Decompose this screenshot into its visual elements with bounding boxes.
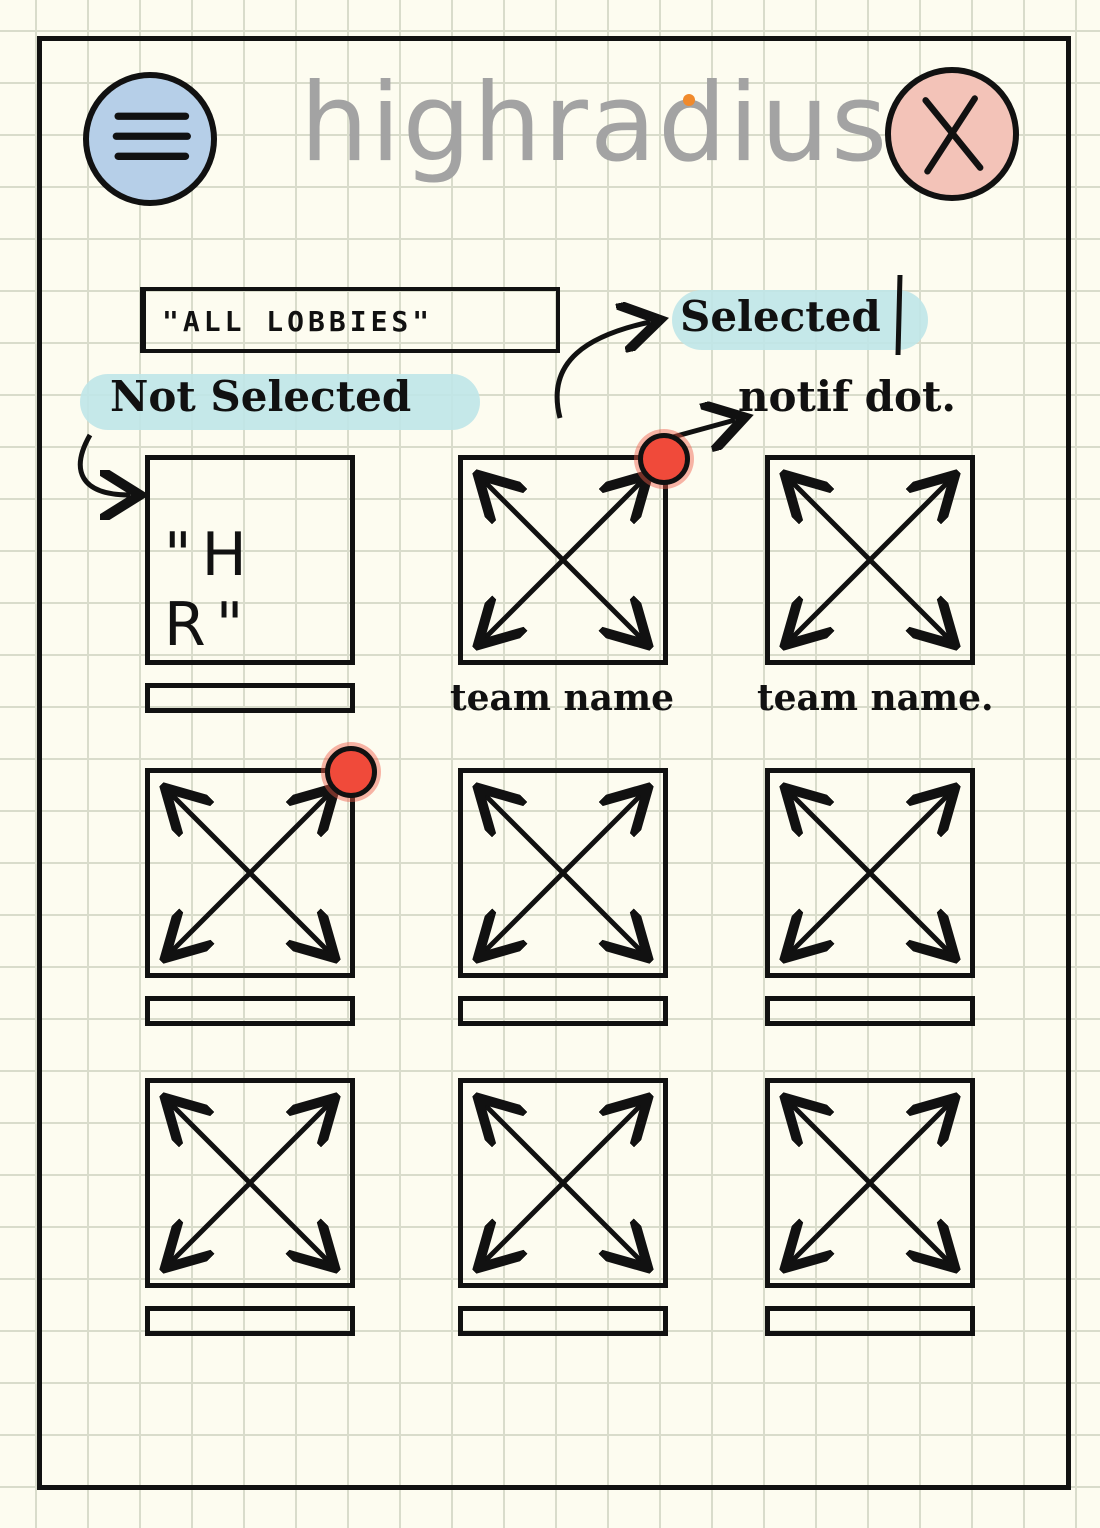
tile-label-placeholder	[765, 1306, 975, 1336]
tile-label: team name	[450, 677, 674, 719]
lobby-tile[interactable]	[145, 768, 355, 978]
tile-label-placeholder	[765, 996, 975, 1026]
tile-label-placeholder	[458, 996, 668, 1026]
app-logo: highradius	[300, 61, 890, 186]
tile-label-placeholder	[458, 1306, 668, 1336]
phone-frame	[37, 36, 1071, 1490]
image-placeholder-icon	[463, 773, 663, 973]
tile-label-placeholder	[145, 1306, 355, 1336]
image-placeholder-icon	[463, 1083, 663, 1283]
logo-dot	[683, 94, 695, 106]
tile-text: "H R"	[164, 520, 257, 660]
lobby-tile[interactable]	[765, 768, 975, 978]
lobby-tile[interactable]	[145, 1078, 355, 1288]
annotation-selected: Selected	[680, 292, 881, 341]
lobby-search-bar[interactable]: "ALL LOBBIES"	[140, 287, 560, 353]
lobby-tile[interactable]	[458, 455, 668, 665]
image-placeholder-icon	[770, 1083, 970, 1283]
lobby-tile[interactable]	[765, 455, 975, 665]
annotation-not-selected: Not Selected	[110, 372, 412, 421]
lobby-tile[interactable]	[765, 1078, 975, 1288]
image-placeholder-icon	[150, 1083, 350, 1283]
menu-button[interactable]	[83, 72, 217, 206]
image-placeholder-icon	[770, 460, 970, 660]
image-placeholder-icon	[150, 773, 350, 973]
close-x-icon	[922, 95, 984, 175]
selected-highlight	[672, 290, 928, 350]
lobby-tile[interactable]: "H R"	[145, 455, 355, 665]
notification-dot	[638, 433, 690, 485]
lobby-tile[interactable]	[458, 1078, 668, 1288]
tile-label-placeholder	[145, 683, 355, 713]
hamburger-menu-icon	[112, 112, 191, 160]
image-placeholder-icon	[463, 460, 663, 660]
tile-label-placeholder	[145, 996, 355, 1026]
lobby-tile[interactable]	[458, 768, 668, 978]
tile-label: team name.	[757, 677, 994, 719]
not-selected-highlight	[80, 374, 480, 430]
image-placeholder-icon	[770, 773, 970, 973]
notification-dot	[325, 746, 377, 798]
close-button[interactable]	[885, 67, 1019, 201]
annotation-notif-dot: notif dot.	[738, 372, 956, 421]
